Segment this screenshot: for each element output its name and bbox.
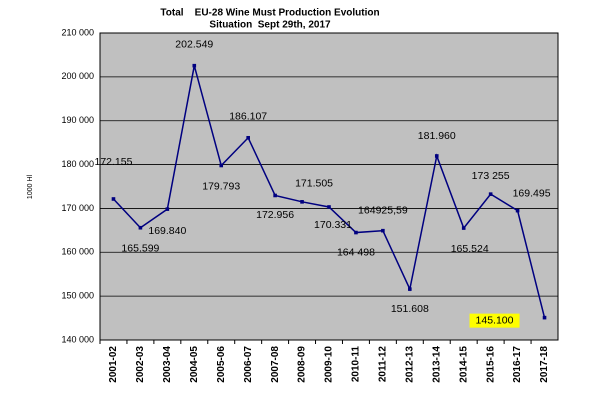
data-label: 164925,59 [358,204,408,216]
point-marker [246,135,250,140]
chart-subtitle: Situation Sept 29th, 2017 [209,20,331,31]
point-marker [488,192,493,196]
point-marker [461,226,466,230]
point-marker [192,63,197,68]
x-tick-label: 2002-03 [135,346,146,383]
x-tick-label: 2009-10 [324,346,335,383]
y-tick-label: 180 000 [61,159,94,169]
plot-area [99,32,559,341]
x-tick-label: 2007-08 [270,346,281,383]
x-tick-label: 2003-04 [162,346,173,383]
x-tick-label: 2005-06 [216,346,227,383]
data-label: 164 498 [337,246,375,258]
y-tick-label: 170 000 [61,203,94,213]
y-tick-label: 200 000 [61,71,94,81]
point-marker [381,228,385,233]
x-tick-label: 2014-15 [458,346,469,383]
point-marker [219,163,224,168]
y-tick-label: 190 000 [61,115,94,125]
data-label: 181.960 [418,130,456,142]
data-label: 172.155 [94,156,132,168]
data-label: 165.599 [121,243,159,255]
data-label: 172.956 [256,209,294,221]
point-marker [165,207,170,211]
x-tick-label: 2016-17 [512,346,523,383]
point-marker [138,225,143,230]
point-marker [300,200,304,204]
x-tick-label: 2006-07 [243,346,254,383]
y-tick-label: 160 000 [61,247,94,257]
x-tick-label: 2013-14 [431,346,442,383]
y-tick-label: 210 000 [61,27,94,37]
point-marker [408,287,412,291]
data-label: 171.505 [295,178,333,190]
point-marker [542,315,547,320]
data-label: 202.549 [175,38,213,50]
x-tick-label: 2001-02 [108,346,119,383]
data-label: 165.524 [451,243,489,255]
point-marker [327,205,331,209]
point-marker [434,154,439,158]
point-marker [111,197,116,201]
x-tick-label: 2010-11 [351,346,362,383]
data-label: 151.608 [391,303,429,315]
x-tick-label: 2011-12 [378,346,389,383]
x-tick-label: 2008-09 [297,346,308,383]
data-label: 186.107 [229,111,267,123]
point-marker [515,208,520,213]
y-axis-label: 1000 Hl [27,174,34,199]
y-tick-label: 150 000 [61,291,94,301]
chart-title: Total EU-28 Wine Must Production Evoluti… [160,8,379,19]
data-label: 173 255 [472,170,510,182]
data-label: 145.100 [476,314,514,326]
data-label: 169.495 [513,187,551,199]
label-highlight [469,313,520,328]
x-tick-label: 2004-05 [189,346,200,383]
x-tick-label: 2015-16 [485,346,496,383]
data-label: 169.840 [148,225,186,237]
point-marker [354,230,358,235]
point-marker [273,193,277,198]
data-label: 179.793 [202,180,240,192]
y-tick-label: 140 000 [61,334,94,344]
x-tick-label: 2017-18 [539,346,550,383]
data-label: 170.331 [314,219,352,231]
x-tick-label: 2012-13 [404,346,415,383]
